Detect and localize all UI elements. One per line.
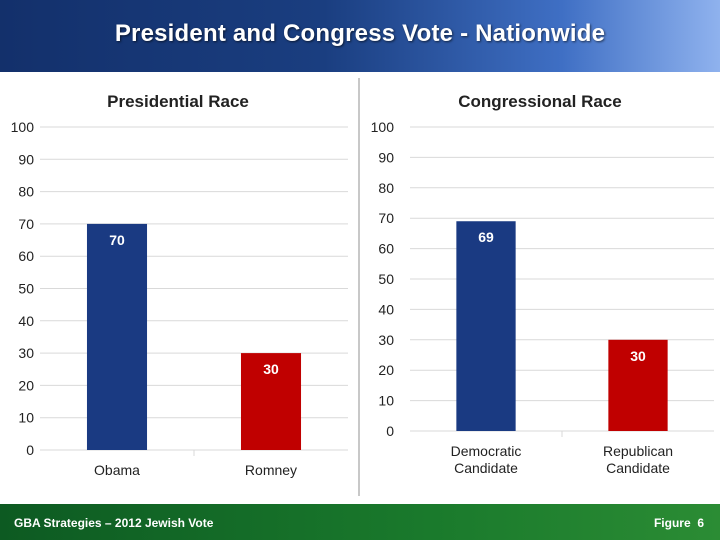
chart-divider xyxy=(358,78,360,496)
y-tick-label: 20 xyxy=(18,377,34,393)
category-label: Republican xyxy=(603,443,673,459)
footer-bar: GBA Strategies – 2012 Jewish Vote Figure… xyxy=(0,504,720,540)
chart-title: Congressional Race xyxy=(458,92,621,111)
y-tick-label: 100 xyxy=(11,119,35,135)
y-tick-label: 10 xyxy=(18,410,34,426)
bar xyxy=(86,223,148,450)
category-label: Romney xyxy=(245,462,297,478)
y-tick-label: 80 xyxy=(18,184,34,200)
category-label: Candidate xyxy=(454,460,518,476)
y-tick-label: 90 xyxy=(18,151,34,167)
congressional-race-chart: Congressional Race 0 10 20 30 40 50 60 70 80 90 100… xyxy=(371,92,714,476)
bar xyxy=(608,339,668,431)
title-banner: President and Congress Vote - Nationwide xyxy=(0,0,720,72)
y-tick-label: 50 xyxy=(18,281,34,297)
y-tick-label: 70 xyxy=(378,210,394,226)
figure-number: 6 xyxy=(697,516,704,530)
y-tick-label: 0 xyxy=(386,423,394,439)
presidential-race-chart: Presidential Race 0 10 20 30 40 50 60 70 80 90 100 7… xyxy=(11,92,348,478)
y-tick-label: 30 xyxy=(18,345,34,361)
bar xyxy=(456,221,516,431)
y-tick-label: 50 xyxy=(378,271,394,287)
y-tick-label: 70 xyxy=(18,216,34,232)
data-label: 70 xyxy=(109,232,125,248)
data-label: 30 xyxy=(263,361,279,377)
category-label: Obama xyxy=(94,462,140,478)
chart-title: Presidential Race xyxy=(107,92,249,111)
y-tick-label: 80 xyxy=(378,180,394,196)
data-label: 69 xyxy=(478,229,494,245)
y-tick-label: 100 xyxy=(371,119,395,135)
page-title: President and Congress Vote - Nationwide xyxy=(114,20,606,47)
y-tick-label: 10 xyxy=(378,393,394,409)
footer-source: GBA Strategies – 2012 Jewish Vote xyxy=(14,516,214,530)
y-tick-label: 0 xyxy=(26,442,34,458)
y-tick-label: 20 xyxy=(378,362,394,378)
y-tick-label: 40 xyxy=(18,313,34,329)
y-tick-label: 60 xyxy=(18,248,34,264)
figure-label-text: Figure xyxy=(653,516,691,530)
y-tick-label: 60 xyxy=(378,241,394,257)
bar xyxy=(240,353,302,450)
category-label: Democratic xyxy=(451,443,522,459)
figure-label: Figure 6 xyxy=(654,516,704,530)
y-tick-label: 90 xyxy=(378,149,394,165)
category-label: Candidate xyxy=(606,460,670,476)
y-tick-label: 40 xyxy=(378,301,394,317)
data-label: 30 xyxy=(630,348,646,364)
y-tick-label: 30 xyxy=(378,332,394,348)
